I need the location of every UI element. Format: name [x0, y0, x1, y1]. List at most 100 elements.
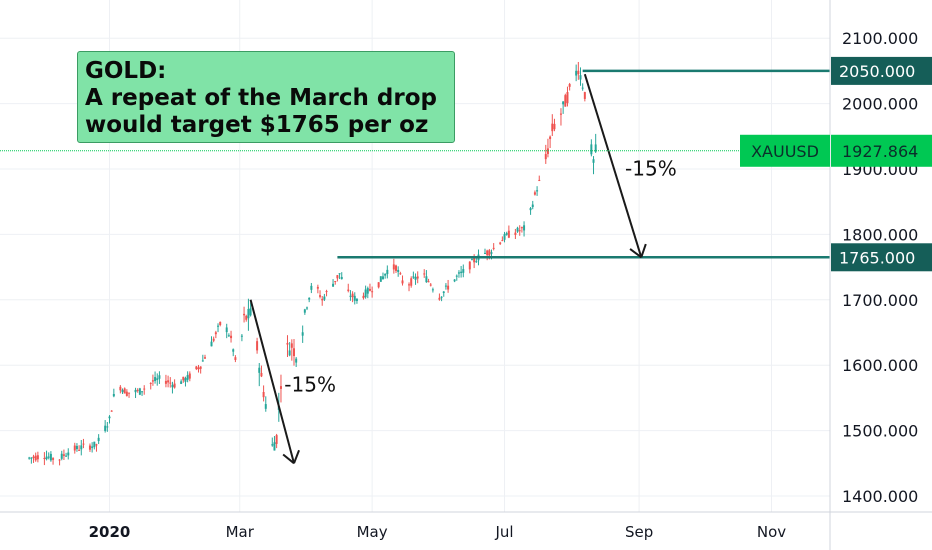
candle-body — [158, 375, 161, 379]
candle-body — [536, 190, 539, 192]
candle-body — [60, 453, 63, 459]
drop-arrows: -15% -15% — [249, 73, 677, 465]
candle-body — [138, 388, 141, 395]
candle-body — [149, 382, 152, 384]
x-tick-label: Sep — [625, 523, 653, 541]
candle-body — [401, 280, 404, 284]
candle-body — [490, 252, 493, 254]
candle-body — [43, 457, 46, 459]
candle-body — [292, 348, 295, 357]
candle-body — [173, 383, 176, 388]
x-tick-label: Nov — [757, 523, 786, 541]
candle-body — [121, 389, 124, 393]
candle-body — [562, 101, 565, 105]
candle-body — [386, 269, 389, 275]
candle-body — [136, 389, 139, 391]
candle-body — [273, 442, 276, 451]
candle-body — [412, 276, 415, 278]
candle-body — [210, 341, 213, 347]
candle-body — [164, 380, 167, 384]
candle-body — [488, 250, 491, 256]
candle-body — [397, 269, 400, 272]
candle-body — [581, 87, 584, 89]
candle-body — [47, 456, 50, 458]
candle-body — [316, 286, 319, 289]
candle-body — [106, 426, 109, 428]
candle-body — [95, 444, 98, 446]
candle-body — [410, 278, 413, 286]
candle-body — [507, 230, 510, 238]
candle-body — [119, 386, 122, 391]
candle-body — [264, 404, 267, 409]
candle-body — [529, 208, 532, 211]
candle-body — [188, 373, 191, 379]
candle-body — [156, 378, 159, 380]
candle-body — [219, 321, 222, 326]
candlestick-series — [28, 61, 597, 466]
candle-body — [180, 381, 183, 384]
candle-body — [592, 159, 595, 163]
candle-body — [366, 288, 369, 294]
candle-body — [306, 307, 309, 309]
x-tick-label: Mar — [226, 523, 255, 541]
candle-body — [553, 123, 556, 130]
candle-body — [82, 443, 85, 445]
candle-body — [429, 284, 432, 286]
candle-body — [453, 279, 456, 282]
candle-body — [199, 366, 202, 369]
candle-body — [240, 335, 243, 337]
candle-body — [36, 455, 39, 460]
candle-body — [338, 273, 341, 275]
candle-body — [93, 441, 96, 448]
candle-body — [295, 358, 298, 363]
candle-body — [204, 357, 207, 359]
candle-body — [34, 455, 37, 461]
level-price-tags: 2050.000 1765.000 — [831, 56, 932, 272]
candle-body — [110, 410, 113, 412]
candle-body — [232, 349, 235, 352]
candle-body — [310, 285, 313, 290]
candle-body — [579, 75, 582, 80]
candle-body — [594, 144, 597, 152]
candle-body — [186, 375, 189, 380]
level-tag-label: 2050.000 — [839, 62, 915, 81]
arrow-head — [282, 453, 295, 465]
candle-body — [227, 335, 230, 337]
arrow-label: -15% — [284, 373, 336, 397]
candle-body — [32, 456, 35, 459]
candle-body — [65, 455, 68, 457]
candle-body — [134, 389, 137, 393]
candle-body — [457, 272, 460, 274]
arrow-head — [629, 248, 642, 259]
y-tick-label: 1600.000 — [842, 356, 918, 375]
candle-body — [214, 332, 217, 335]
candle-body — [460, 271, 463, 274]
candle-body — [169, 382, 172, 384]
candle-body — [501, 240, 504, 242]
candle-body — [97, 437, 100, 442]
x-tick-label: May — [357, 523, 388, 541]
candle-body — [258, 367, 261, 373]
symbol-tag-bg — [740, 134, 830, 167]
candle-body — [323, 296, 326, 300]
candle-body — [575, 70, 578, 76]
candle-body — [334, 280, 337, 282]
candle-body — [195, 366, 198, 370]
level-tag — [831, 56, 932, 85]
candle-body — [559, 113, 562, 115]
candle-body — [303, 309, 306, 313]
candle-body — [568, 84, 571, 87]
candle-body — [349, 295, 352, 297]
candle-body — [262, 391, 265, 398]
candle-body — [73, 445, 76, 451]
candle-body — [78, 449, 81, 451]
candle-body — [447, 285, 450, 290]
candle-body — [67, 452, 70, 456]
symbol-price-tag: XAUUSD 1927.864 — [740, 134, 932, 167]
candle-body — [564, 95, 567, 107]
candle-body — [249, 308, 252, 316]
candle-body — [416, 276, 419, 279]
candle-body — [112, 393, 115, 397]
y-tick-label: 1400.000 — [842, 487, 918, 506]
